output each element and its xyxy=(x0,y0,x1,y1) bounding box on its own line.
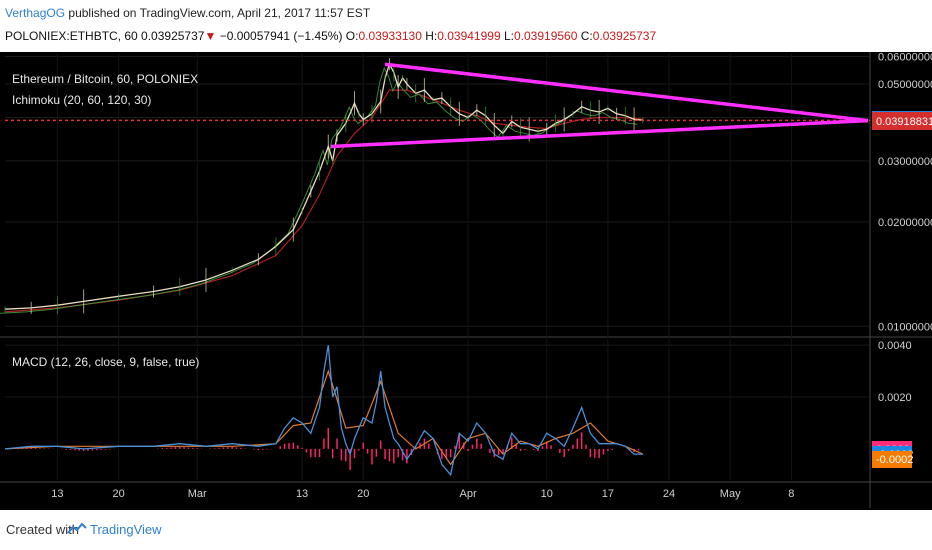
footer: Created with TradingView xyxy=(0,510,932,550)
price-tick-label: 0.03000000 xyxy=(878,156,932,168)
macd-badge xyxy=(872,451,912,468)
time-tick-label: 10 xyxy=(541,488,553,500)
tradingview-brand-link[interactable]: TradingView xyxy=(90,522,162,537)
time-tick-label: 20 xyxy=(357,488,369,500)
chart-title: Ethereum / Bitcoin, 60, POLONIEX xyxy=(12,72,198,86)
change-arrow: ▼ xyxy=(204,29,217,43)
time-tick-label: Mar xyxy=(188,488,207,500)
time-tick-label: 20 xyxy=(112,488,124,500)
high-value: 0.03941999 xyxy=(437,29,501,43)
time-tick-label: 8 xyxy=(788,488,794,500)
upper-trendline xyxy=(384,62,869,123)
published-text: published on TradingView.com, April 21, … xyxy=(68,6,371,20)
author-link[interactable]: VerthagOG xyxy=(5,6,66,20)
last-price: 0.03925737 xyxy=(141,29,205,43)
macd-legend[interactable]: MACD (12, 26, close, 9, false, true) xyxy=(12,355,199,369)
tradingview-logo-icon xyxy=(67,522,87,534)
time-tick-label: Apr xyxy=(460,488,477,500)
time-tick-label: 24 xyxy=(663,488,675,500)
created-with-text: Created with xyxy=(6,522,79,537)
time-tick-label: 13 xyxy=(51,488,63,500)
ichimoku-legend[interactable]: Ichimoku (20, 60, 120, 30) xyxy=(12,93,151,107)
close-value: 0.03925737 xyxy=(592,29,657,43)
close-label: C: xyxy=(580,29,593,43)
time-tick-label: 13 xyxy=(296,488,308,500)
price-tick-label: 0.02000000 xyxy=(878,217,932,229)
open-value: 0.03933130 xyxy=(358,29,422,43)
price-tick-label: 0.05000000 xyxy=(878,79,932,91)
macd-badge-label: -0.0002 xyxy=(876,454,913,466)
price-badge xyxy=(872,113,932,130)
drawings xyxy=(5,62,870,149)
macd-line xyxy=(4,345,643,477)
price-badges: 0.039491070.039339690.039257370.03902:47… xyxy=(872,111,932,468)
macd-series xyxy=(4,345,644,477)
axes: 0.060000000.050000000.040000000.03000000… xyxy=(51,52,932,500)
price-tick-label: 0.01000000 xyxy=(878,321,932,333)
low-value: 0.03919560 xyxy=(513,29,578,43)
open-label: O: xyxy=(345,29,359,43)
grid-lines xyxy=(0,52,932,508)
change-value: −0.00057941 (−1.45%) xyxy=(219,29,343,43)
low-label: L: xyxy=(503,29,514,43)
chart-background xyxy=(0,52,932,510)
time-tick-label: May xyxy=(720,488,741,500)
price-series xyxy=(0,58,644,315)
chart-canvas[interactable]: 0.060000000.050000000.040000000.03000000… xyxy=(0,52,932,510)
macd-tick-label: 0.0020 xyxy=(878,392,912,404)
macd-tick-label: 0.0040 xyxy=(878,340,912,352)
high-label: H: xyxy=(425,29,438,43)
publish-line: VerthagOG published on TradingView.com, … xyxy=(5,6,370,20)
price-tick-label: 0.06000000 xyxy=(878,52,932,63)
chart-header: VerthagOG published on TradingView.com, … xyxy=(0,0,932,52)
lower-trendline xyxy=(330,118,869,149)
ohlc-line: POLONIEX:ETHBTC, 60 0.03925737▼ −0.00057… xyxy=(5,29,656,43)
symbol-label: POLONIEX:ETHBTC, 60 xyxy=(5,29,138,43)
price-badge-label: 0.03918831 xyxy=(876,116,932,128)
time-tick-label: 17 xyxy=(602,488,614,500)
